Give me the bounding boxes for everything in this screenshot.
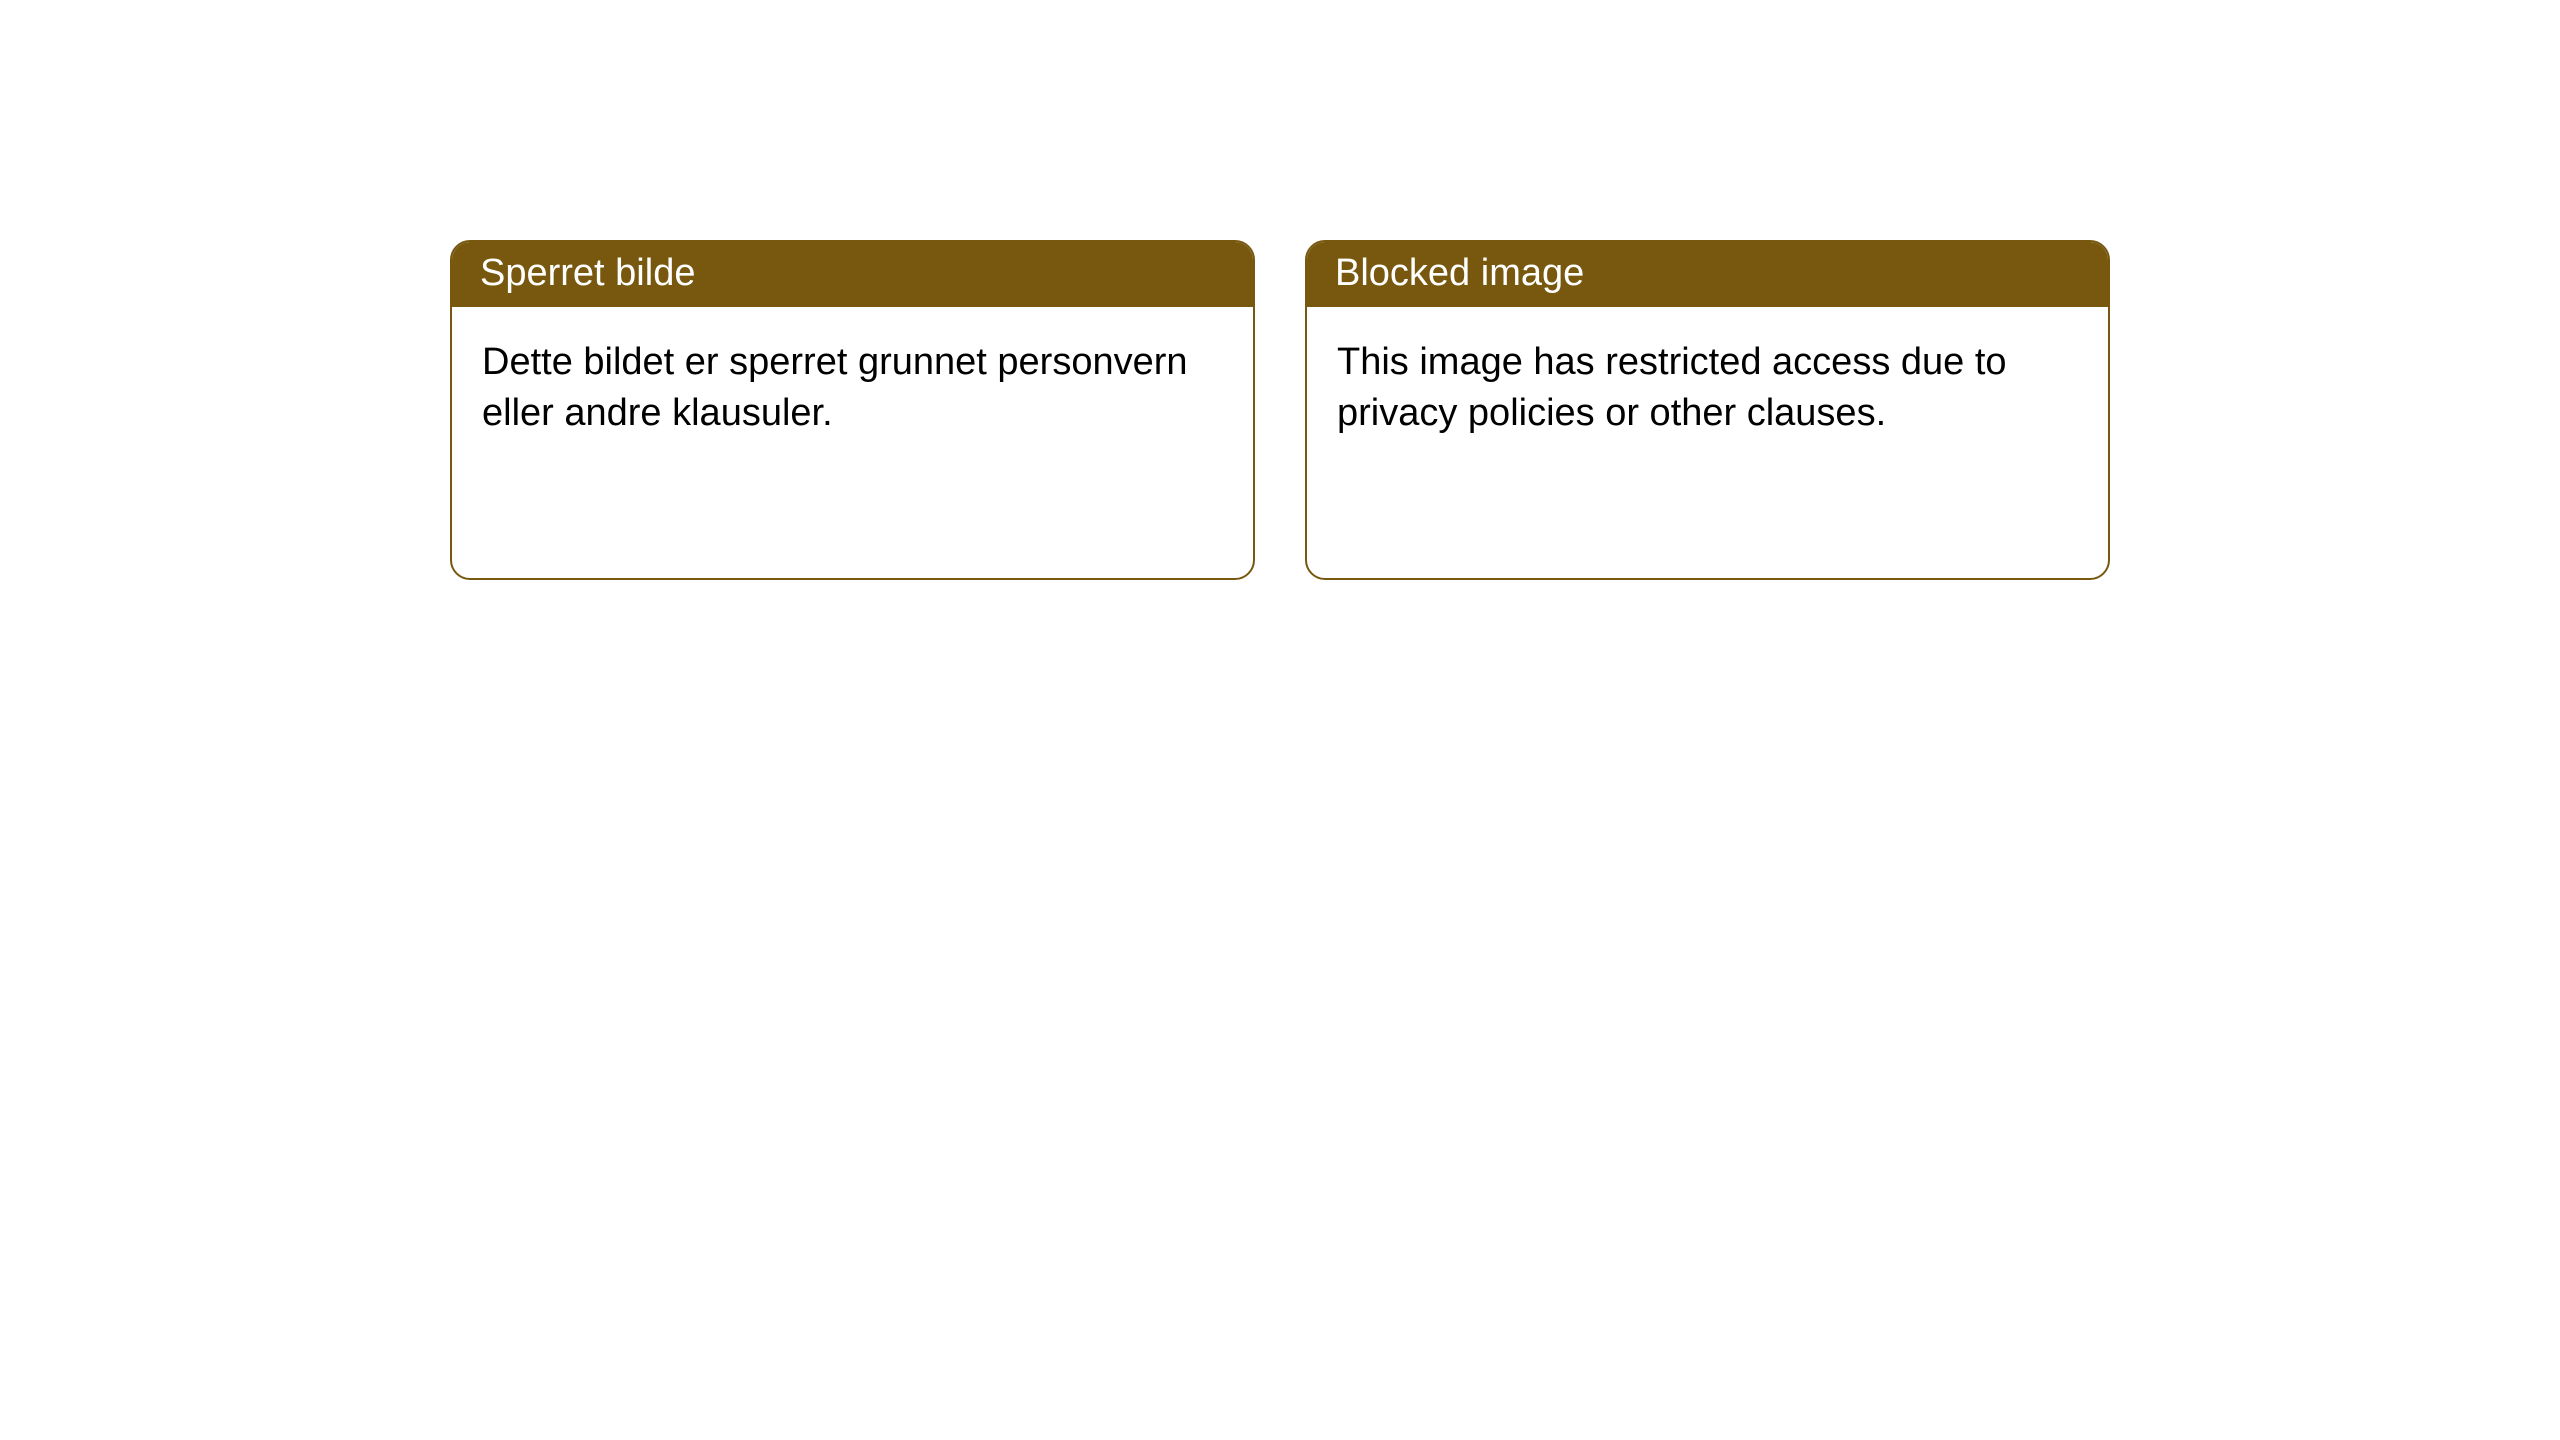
card-body: This image has restricted access due to … bbox=[1307, 307, 2108, 470]
notice-card-norwegian: Sperret bilde Dette bildet er sperret gr… bbox=[450, 240, 1255, 580]
card-body-text: This image has restricted access due to … bbox=[1337, 341, 2007, 434]
card-header: Blocked image bbox=[1307, 242, 2108, 307]
card-title: Sperret bilde bbox=[480, 252, 695, 294]
card-title: Blocked image bbox=[1335, 252, 1584, 294]
notice-cards-container: Sperret bilde Dette bildet er sperret gr… bbox=[450, 240, 2110, 580]
card-body-text: Dette bildet er sperret grunnet personve… bbox=[482, 341, 1188, 434]
card-body: Dette bildet er sperret grunnet personve… bbox=[452, 307, 1253, 470]
card-header: Sperret bilde bbox=[452, 242, 1253, 307]
notice-card-english: Blocked image This image has restricted … bbox=[1305, 240, 2110, 580]
